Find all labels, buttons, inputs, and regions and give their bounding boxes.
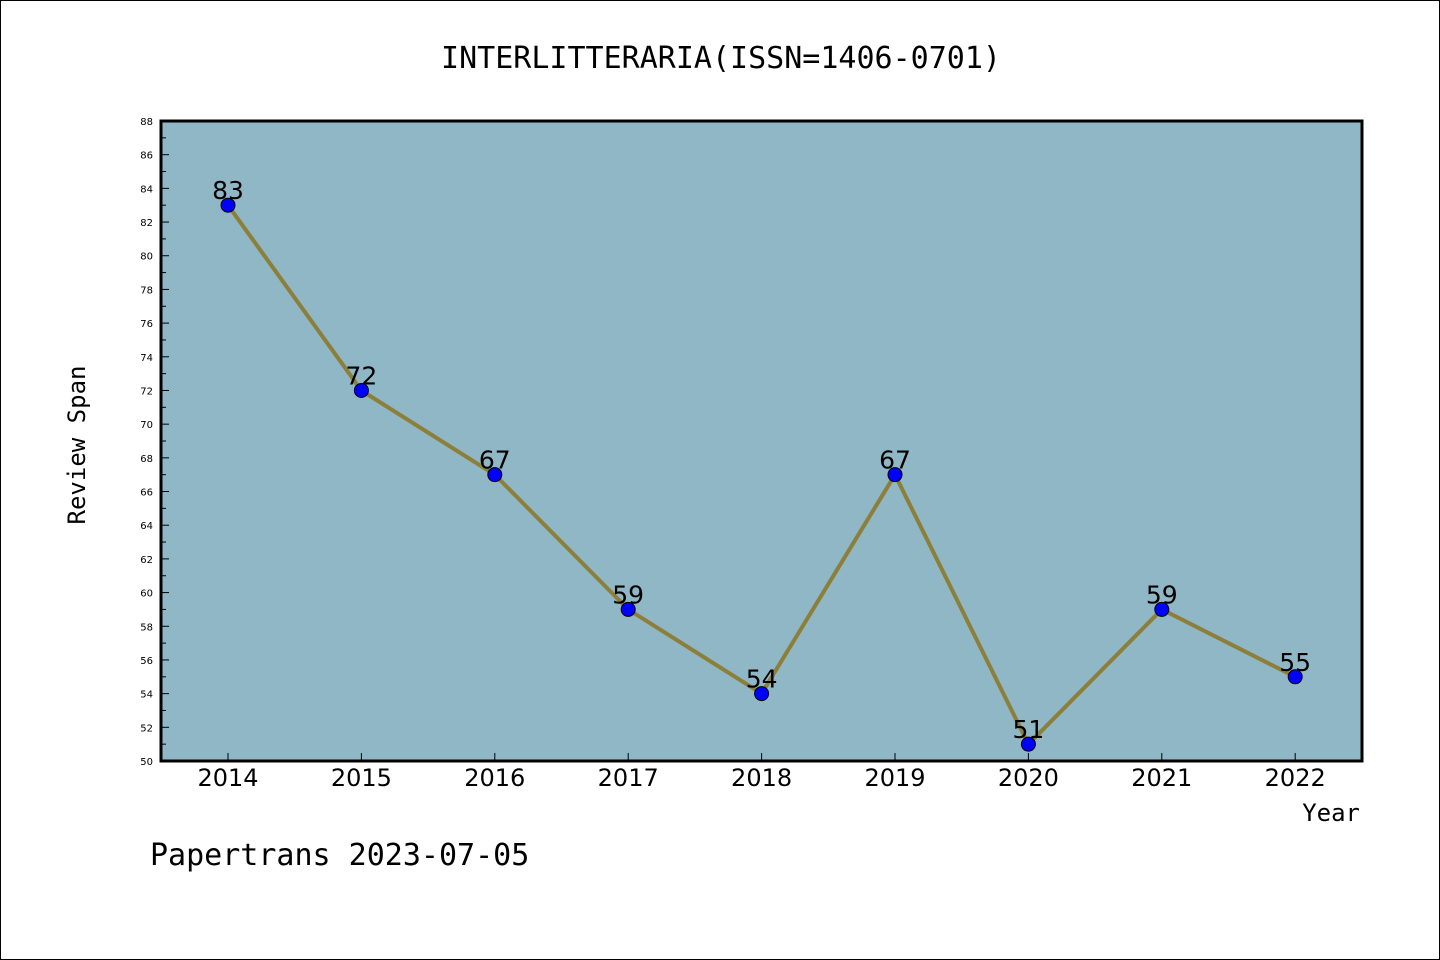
chart-title: INTERLITTERARIA(ISSN=1406-0701) — [441, 41, 1001, 76]
plot-frame — [159, 119, 1364, 763]
data-point-marker — [220, 197, 236, 213]
y-tick-label: 50 — [140, 757, 153, 768]
x-tick-label: 2016 — [464, 764, 525, 792]
x-tick-label: 2019 — [864, 764, 925, 792]
data-points — [220, 197, 1303, 752]
data-point-label: 55 — [1279, 648, 1311, 677]
x-tick-label: 2017 — [598, 764, 659, 792]
data-point-label: 83 — [212, 176, 244, 205]
y-tick-label: 82 — [140, 218, 153, 229]
y-axis-label: Review Span — [63, 366, 91, 525]
x-tick-label: 2018 — [731, 764, 792, 792]
y-tick-label: 54 — [140, 690, 153, 701]
data-point-label: 67 — [879, 446, 911, 475]
y-tick-label: 60 — [140, 589, 153, 600]
y-tick-label: 72 — [140, 386, 153, 397]
x-tick-label: 2015 — [331, 764, 392, 792]
data-point-marker — [353, 382, 369, 398]
data-labels: 83 72 67 59 54 67 51 59 55 — [212, 176, 1311, 744]
footer-credit: Papertrans 2023-07-05 — [150, 838, 529, 873]
y-tick-label: 78 — [140, 285, 153, 296]
data-point-label: 54 — [746, 665, 778, 694]
plot-area — [161, 121, 1362, 761]
y-tick-label: 58 — [140, 622, 153, 633]
y-tick-label: 74 — [140, 353, 153, 364]
y-tick-label: 66 — [140, 488, 153, 499]
data-point-label: 51 — [1012, 715, 1044, 744]
x-tick-label: 2021 — [1131, 764, 1192, 792]
y-tick-label: 56 — [140, 656, 153, 667]
y-tick-label: 86 — [140, 151, 153, 162]
y-tick-label: 70 — [140, 420, 153, 431]
data-point-marker — [620, 601, 636, 617]
y-tick-label: 68 — [140, 454, 153, 465]
data-point-label: 72 — [345, 361, 377, 390]
y-tick-label: 84 — [140, 184, 153, 195]
x-axis-label: Year — [1302, 799, 1360, 827]
data-point-marker — [487, 467, 503, 483]
data-point-label: 59 — [1146, 580, 1178, 609]
y-tick-label: 76 — [140, 319, 153, 330]
y-tick-label: 80 — [140, 252, 153, 263]
data-point-marker — [1154, 601, 1170, 617]
x-tick-label: 2014 — [197, 764, 258, 792]
data-point-label: 59 — [612, 580, 644, 609]
y-tick-label: 52 — [140, 723, 153, 734]
data-point-label: 67 — [479, 446, 511, 475]
x-tick-label: 2022 — [1265, 764, 1326, 792]
y-tick-label: 88 — [140, 117, 153, 128]
y-axis-tick-labels: 50 52 54 56 58 60 62 64 66 68 70 72 74 76 78 80 82 84 86 88 — [140, 117, 153, 768]
x-axis-tick-labels: 2014 2015 2016 2017 2018 2019 2020 2021 2022 — [197, 764, 1325, 792]
data-point-marker — [1287, 669, 1303, 685]
x-tick-label: 2020 — [998, 764, 1059, 792]
data-point-marker — [1020, 736, 1036, 752]
data-point-marker — [887, 467, 903, 483]
y-tick-label: 62 — [140, 555, 153, 566]
y-tick-label: 64 — [140, 521, 153, 532]
data-point-marker — [754, 686, 770, 702]
